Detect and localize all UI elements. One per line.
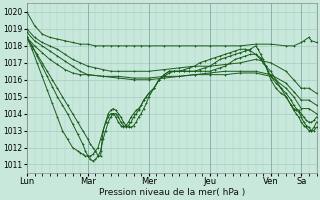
X-axis label: Pression niveau de la mer( hPa ): Pression niveau de la mer( hPa ) <box>99 188 245 197</box>
